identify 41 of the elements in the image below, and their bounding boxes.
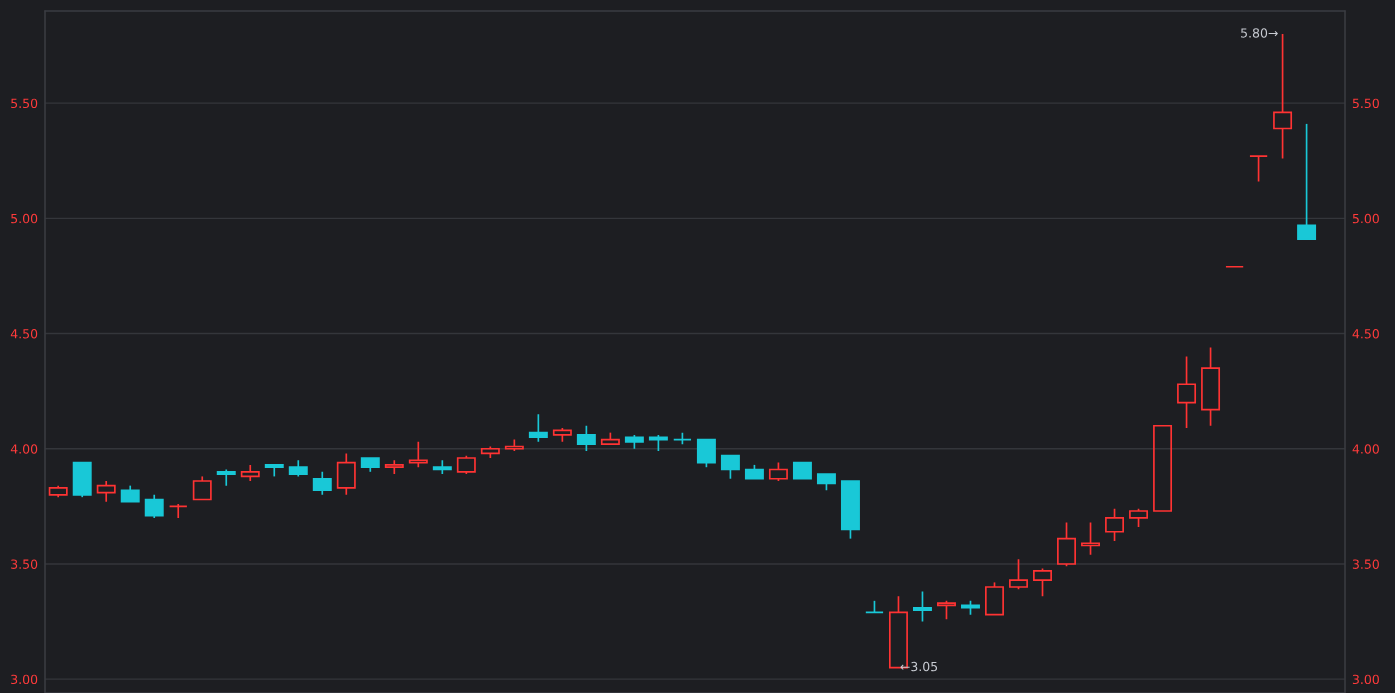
candlestick bbox=[360, 457, 380, 473]
candlestick bbox=[240, 464, 260, 482]
candlestick bbox=[408, 441, 428, 469]
candlestick bbox=[1297, 123, 1317, 240]
y2-tick-label: 5.00 bbox=[1352, 213, 1379, 224]
y2-tick-label: 4.50 bbox=[1352, 329, 1379, 339]
candlestick bbox=[528, 413, 548, 443]
candlestick bbox=[1177, 355, 1197, 429]
y2-tick-label: 3.00 bbox=[1352, 674, 1379, 685]
candlestick bbox=[1009, 558, 1028, 591]
candlestick bbox=[792, 461, 812, 480]
candlestick bbox=[384, 459, 404, 475]
y2-tick-label: 4.00 bbox=[1352, 444, 1379, 454]
candlestick bbox=[216, 468, 236, 487]
y-tick-label: 3.00 bbox=[11, 674, 38, 685]
y-tick-label: 5.00 bbox=[11, 213, 38, 224]
candlestick bbox=[1105, 507, 1125, 542]
y-tick-label: 5.50 bbox=[11, 98, 38, 109]
candlestick bbox=[1249, 155, 1269, 183]
candlestick bbox=[312, 470, 332, 496]
candlestick bbox=[1201, 346, 1221, 427]
annotation: 5.80→ bbox=[1241, 28, 1278, 38]
y2-tick-label: 3.50 bbox=[1352, 559, 1379, 569]
y-tick-label: 4.50 bbox=[10, 329, 38, 339]
candlestick bbox=[432, 459, 452, 475]
y-tick-label: 4.00 bbox=[10, 444, 38, 454]
candlestick bbox=[1225, 265, 1245, 268]
candlestick bbox=[288, 459, 308, 478]
candlestick bbox=[144, 494, 164, 519]
candlestick bbox=[1033, 567, 1052, 598]
annotation: ←3.05 bbox=[900, 661, 938, 672]
y2-tick-label: 5.50 bbox=[1352, 98, 1379, 109]
candlestick bbox=[1081, 521, 1100, 556]
candlestick bbox=[96, 480, 116, 503]
candlestick bbox=[1057, 521, 1076, 568]
candlestick bbox=[264, 464, 284, 478]
candlestick bbox=[1153, 424, 1173, 512]
y-tick-label: 3.50 bbox=[11, 559, 38, 569]
candlestick bbox=[336, 452, 356, 496]
candlestick bbox=[192, 475, 212, 501]
candlestick bbox=[912, 590, 932, 623]
